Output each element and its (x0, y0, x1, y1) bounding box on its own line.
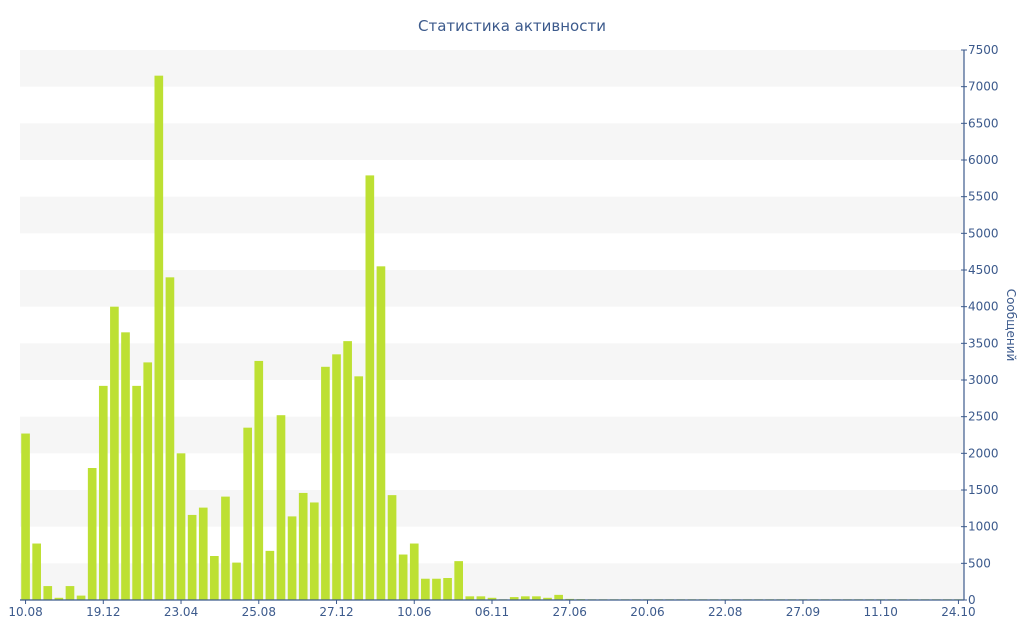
y-tick-label: 3500 (968, 336, 999, 350)
bar (98, 385, 108, 600)
bar (421, 578, 430, 600)
y-tick-label: 3000 (968, 373, 999, 387)
y-tick-label: 2000 (968, 446, 999, 460)
x-tick-label: 25.08 (242, 605, 276, 619)
y-tick-label: 2500 (968, 410, 999, 424)
grid-band (20, 123, 964, 160)
bar (298, 492, 308, 600)
bar (487, 597, 497, 600)
y-tick-label: 5500 (968, 190, 999, 204)
bar (198, 507, 208, 600)
bar (520, 596, 530, 600)
bar (309, 502, 319, 600)
x-tick-label: 19.12 (86, 605, 120, 619)
bar (443, 578, 452, 600)
grid-bands (20, 50, 964, 600)
bar (254, 360, 264, 600)
bar (354, 376, 364, 600)
bar (221, 496, 230, 600)
bar (398, 554, 408, 600)
bar (365, 175, 375, 600)
bar (332, 354, 341, 600)
bar (187, 514, 197, 600)
bar (509, 597, 519, 600)
bar (321, 366, 330, 600)
bar (276, 415, 286, 600)
x-tick-label: 10.08 (8, 605, 42, 619)
y-tick-label: 6500 (968, 116, 999, 130)
bar (343, 341, 352, 600)
bar (87, 468, 97, 600)
bar (54, 597, 64, 600)
y-tick-label: 500 (968, 556, 991, 570)
bar (210, 556, 219, 600)
bar (476, 596, 486, 600)
y-axis-label: Сообщений (1004, 289, 1018, 362)
bar (554, 594, 563, 600)
grid-band (20, 416, 964, 454)
y-tick-label: 7000 (968, 80, 999, 94)
bar (454, 561, 464, 600)
y-tick-label: 4500 (968, 263, 999, 277)
bar (154, 75, 164, 601)
y-tick-label: 1000 (968, 520, 999, 534)
x-tick-label: 27.12 (319, 605, 353, 619)
x-tick-label: 22.08 (708, 605, 742, 619)
bar (409, 543, 419, 600)
bar (65, 586, 75, 600)
x-tick-label: 06.11 (475, 605, 509, 619)
y-tick-label: 5000 (968, 226, 999, 240)
bar (543, 597, 552, 600)
bar (265, 550, 275, 600)
x-tick-label: 23.04 (164, 605, 198, 619)
bar (243, 427, 252, 600)
bar (32, 543, 41, 600)
bar (21, 433, 30, 600)
x-tick-label: 24.10 (941, 605, 975, 619)
grid-band (20, 343, 964, 380)
bar (387, 495, 397, 600)
bar (432, 578, 441, 600)
y-tick-label: 7500 (968, 43, 999, 57)
bar (76, 595, 86, 600)
x-tick-label: 11.10 (864, 605, 898, 619)
y-tick-label: 4000 (968, 300, 999, 314)
y-tick-label: 0 (968, 593, 976, 607)
bar (110, 306, 119, 600)
y-tick-label: 1500 (968, 483, 999, 497)
chart-title: Статистика активности (418, 17, 606, 35)
grid-band (20, 196, 964, 234)
grid-band (20, 270, 964, 307)
bar (165, 277, 175, 600)
bar (232, 562, 241, 600)
x-tick-label: 20.06 (630, 605, 664, 619)
x-tick-label: 10.06 (397, 605, 431, 619)
x-tick-label: 27.06 (553, 605, 587, 619)
bars (21, 75, 963, 601)
bar (532, 596, 541, 600)
bar (43, 586, 53, 600)
bar (132, 385, 141, 600)
bar (176, 453, 186, 600)
bar (376, 266, 386, 600)
bar (143, 362, 153, 600)
bar (465, 596, 475, 600)
axes: 0 500 1000 1500 2000 2500 3000 3500 4000 4500 5000… (8, 43, 998, 619)
bar (121, 332, 130, 600)
grid-band (20, 50, 964, 87)
bar (287, 516, 297, 600)
y-tick-label: 6000 (968, 153, 999, 167)
x-tick-label: 27.09 (786, 605, 820, 619)
